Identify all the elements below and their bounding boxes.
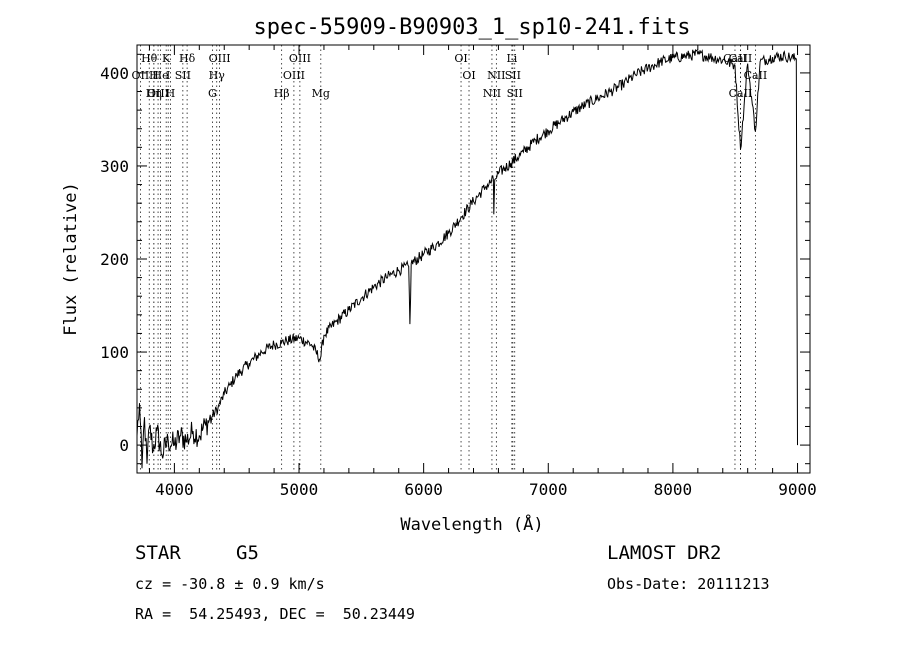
marker-label: OIII [289,52,311,65]
marker-label: Hβ [274,87,290,100]
marker-label: SII [507,87,523,100]
marker-label: Hδ [179,52,196,65]
y-tick-label: 400 [100,64,129,83]
marker-label: NII [487,69,505,82]
marker-label: OIII [209,52,231,65]
chart-title: spec-55909-B90903_1_sp10-241.fits [253,15,690,40]
x-tick-label: 4000 [155,480,194,499]
marker-label: CaII [729,87,753,100]
marker-label: OI [462,69,475,82]
marker-label: Li [506,52,517,65]
y-tick-label: 0 [119,436,129,455]
marker-label: H [149,69,159,82]
spectrum-line [136,49,798,469]
coordinates-text: RA = 54.25493, DEC = 50.23449 [135,605,415,623]
marker-label: CaII [729,52,753,65]
x-tick-label: 9000 [778,480,817,499]
x-tick-label: 7000 [529,480,568,499]
axes: 4000 5000 6000 7000 8000 9000 0 100 200 300 400 [100,45,817,499]
marker-label: G [208,87,217,100]
marker-label: I [166,69,170,82]
x-axis-label: Wavelength (Å) [400,513,543,535]
marker-label: Hγ [209,69,226,82]
x-tick-label: 8000 [654,480,693,499]
marker-label: OIII [147,87,169,100]
spectral-subclass: G5 [236,542,259,564]
observation-date: Obs-Date: 20111213 [607,575,770,593]
marker-label: SII [505,69,521,82]
marker-label: Hθ [141,52,158,65]
y-tick-label: 300 [100,157,129,176]
x-tick-label: 6000 [404,480,443,499]
y-axis-label: Flux (relative) [61,182,81,336]
survey-name: LAMOST DR2 [607,542,722,564]
x-tick-label: 5000 [280,480,319,499]
marker-label: NII [483,87,501,100]
object-class: STAR [135,542,181,564]
marker-label: Mg [312,87,330,100]
marker-label: OIII [283,69,305,82]
y-tick-label: 200 [100,250,129,269]
marker-label: SII [175,69,191,82]
y-tick-label: 100 [100,343,129,362]
marker-label: OII [132,69,150,82]
emission-line-markers [140,45,756,473]
marker-label: OI [454,52,467,65]
marker-label: He [153,69,169,82]
marker-label: H [166,87,176,100]
plot-frame [136,44,811,474]
marker-label: K [162,52,171,65]
redshift-text: cz = -30.8 ± 0.9 km/s [135,575,325,593]
marker-label: Hη [146,87,162,100]
